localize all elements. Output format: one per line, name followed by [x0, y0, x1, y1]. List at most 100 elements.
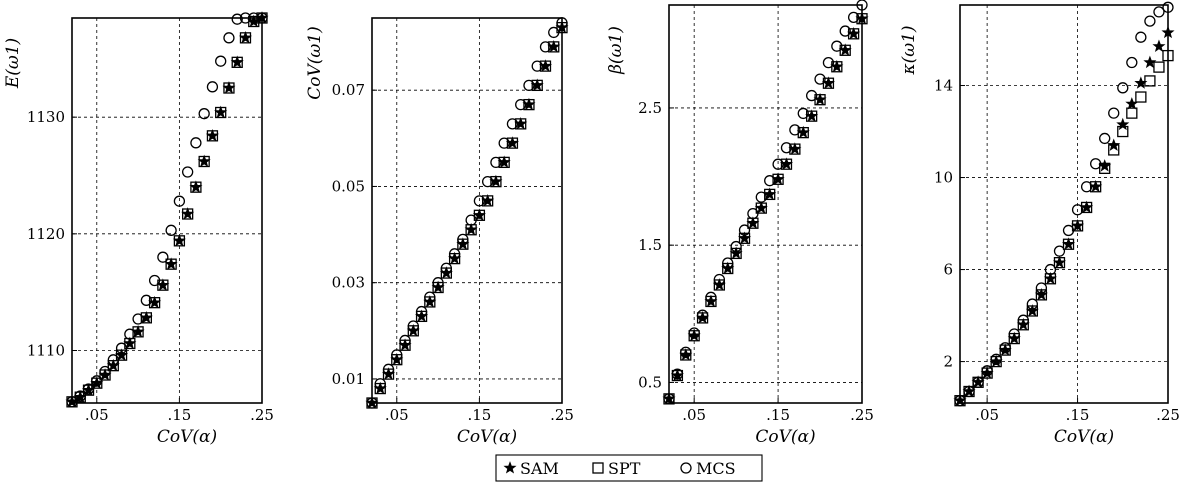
point-mcs	[1162, 1, 1174, 13]
point-mcs	[831, 40, 843, 52]
x-tick-label: .05	[975, 406, 999, 424]
point-spt	[1144, 75, 1156, 87]
point-sam	[779, 157, 793, 170]
point-sam	[555, 20, 569, 34]
y-tick-label: 2	[943, 353, 953, 371]
series-sam	[953, 25, 1175, 407]
point-sam	[197, 154, 211, 168]
point-sam	[763, 187, 777, 200]
point-sam	[838, 43, 852, 56]
point-sam	[205, 128, 219, 142]
point-spt	[1135, 91, 1147, 103]
point-mcs	[1071, 204, 1084, 216]
point-sam	[805, 109, 819, 122]
y-tick-label: 1110	[27, 342, 65, 360]
point-sam	[139, 310, 153, 324]
point-sam	[398, 338, 412, 351]
point-sam	[497, 155, 511, 168]
point-sam	[1043, 271, 1057, 285]
legend-star-icon	[503, 461, 517, 474]
point-mcs	[231, 13, 243, 25]
y-tick-label: 1120	[27, 225, 65, 243]
y-tick-label: 2.5	[638, 99, 662, 117]
y-tick-label: 10	[934, 169, 953, 187]
point-sam	[1152, 39, 1166, 52]
point-mcs	[132, 313, 144, 325]
x-tick-label: .05	[385, 406, 409, 424]
legend-circle-icon	[680, 462, 692, 474]
x-tick-label: .15	[1066, 406, 1090, 424]
x-tick-label: .25	[850, 406, 874, 424]
x-tick-label: .25	[250, 406, 274, 424]
y-tick-label: 0.5	[638, 373, 662, 391]
point-sam	[481, 194, 495, 207]
point-sam	[156, 278, 170, 291]
point-sam	[830, 59, 844, 73]
point-sam	[390, 352, 404, 366]
point-sam	[1080, 200, 1094, 213]
point-sam	[729, 246, 743, 259]
point-sam	[1062, 237, 1076, 250]
point-sam	[65, 394, 79, 408]
point-mcs	[789, 124, 801, 136]
point-sam	[989, 354, 1003, 368]
point-sam	[1161, 25, 1175, 39]
legend-item-mcs: MCS	[680, 459, 736, 478]
point-spt	[1153, 61, 1165, 73]
point-mcs	[198, 108, 210, 120]
point-mcs	[157, 251, 169, 263]
x-tick-label: .05	[682, 406, 706, 424]
point-mcs	[764, 175, 776, 187]
point-sam	[1134, 76, 1148, 89]
point-mcs	[215, 55, 227, 67]
point-sam	[247, 14, 261, 28]
point-sam	[712, 278, 726, 291]
point-sam	[448, 251, 462, 265]
point-sam	[721, 261, 735, 275]
point-sam	[456, 237, 470, 250]
point-sam	[788, 142, 802, 155]
point-sam	[1116, 117, 1130, 131]
legend-item-spt: SPT	[592, 459, 641, 478]
point-mcs	[182, 166, 194, 178]
point-mcs	[1062, 224, 1075, 237]
point-sam	[1016, 317, 1030, 331]
point-sam	[439, 266, 453, 279]
x-tick-label: .25	[550, 406, 574, 424]
legend: SAM SPT MCS	[495, 454, 763, 482]
point-mcs	[140, 294, 152, 306]
point-spt	[1162, 49, 1174, 62]
point-sam	[1034, 288, 1048, 301]
point-mcs	[148, 274, 161, 287]
point-mcs	[1135, 31, 1147, 43]
point-sam	[1125, 97, 1139, 110]
point-sam	[1071, 219, 1085, 232]
point-sam	[1143, 55, 1157, 69]
point-mcs	[806, 89, 818, 102]
point-sam	[406, 323, 420, 337]
x-axis-label: CoV(α)	[755, 427, 815, 447]
point-sam	[679, 348, 693, 361]
chart-panel-1: .05 .15 .25 1110 1120 1130 CoV(α) E(ω1)	[3, 11, 274, 447]
point-mcs	[1144, 15, 1156, 27]
point-sam	[1098, 159, 1112, 172]
y-axis-label: CoV(ω1)	[305, 26, 325, 99]
point-sam	[1089, 179, 1103, 193]
point-mcs	[1080, 181, 1093, 193]
point-sam	[538, 59, 552, 72]
point-spt	[1126, 107, 1138, 119]
point-sam	[123, 336, 137, 350]
point-sam	[514, 117, 528, 130]
point-mcs	[814, 73, 826, 85]
point-sam	[670, 368, 684, 382]
point-mcs	[1126, 56, 1138, 69]
point-mcs	[206, 81, 219, 93]
point-mcs	[1099, 132, 1111, 145]
point-sam	[813, 92, 827, 106]
point-sam	[230, 55, 244, 68]
point-mcs	[239, 12, 252, 24]
plot-frame	[71, 17, 263, 404]
x-tick-label: .05	[85, 406, 109, 424]
point-sam	[106, 358, 120, 372]
point-sam	[423, 295, 437, 308]
